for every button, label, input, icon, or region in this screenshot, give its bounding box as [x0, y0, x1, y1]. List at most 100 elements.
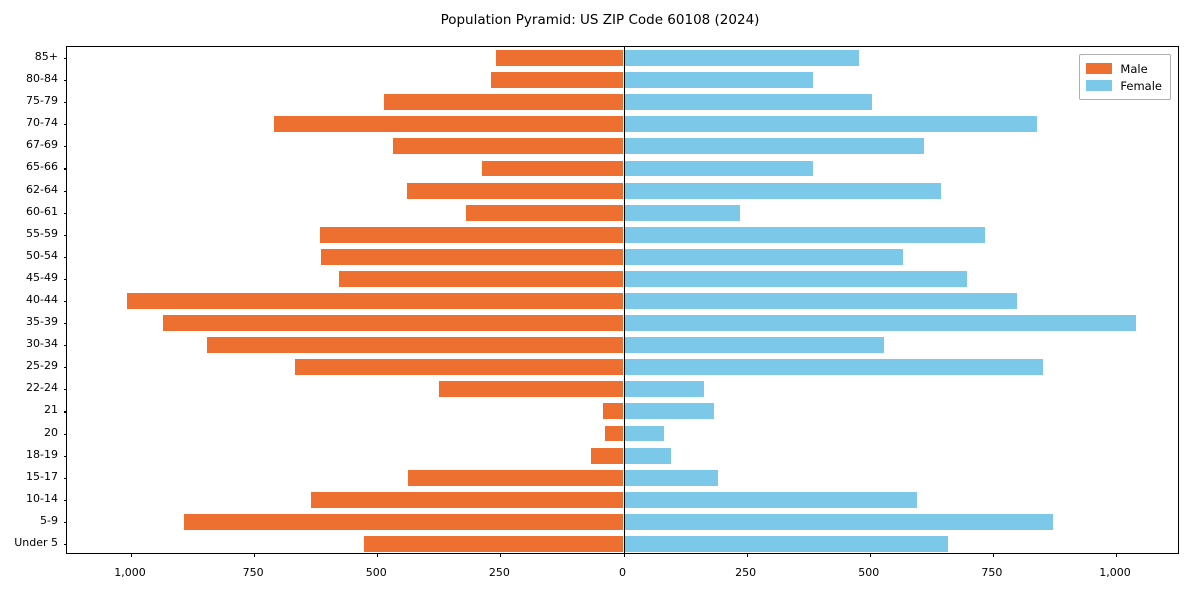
legend-label: Female [1120, 78, 1162, 93]
legend-swatch-female [1086, 80, 1113, 91]
plot-area: Male Female [63, 46, 1179, 557]
bar-female [623, 491, 917, 508]
y-tick-mark [63, 389, 67, 391]
bar-row [67, 381, 1178, 398]
bar-male [207, 337, 624, 354]
bar-male [490, 72, 624, 89]
bar-male [481, 160, 624, 177]
y-tick-mark [63, 58, 67, 60]
bar-female [623, 469, 719, 486]
y-tick-mark [63, 455, 67, 457]
y-tick-mark [63, 146, 67, 148]
bar-row [67, 293, 1178, 309]
y-tick-label: 30-34 [26, 337, 58, 351]
x-tick-mark [623, 553, 625, 557]
x-tick-mark [869, 553, 871, 557]
bar-male [602, 403, 624, 420]
y-tick-label: 10-14 [26, 491, 58, 505]
y-tick-label: 40-44 [26, 293, 58, 306]
y-tick-label: 20 [44, 425, 58, 439]
bar-male [384, 94, 624, 111]
x-tick-mark [131, 553, 133, 557]
bar-male [591, 447, 624, 464]
y-tick-mark [63, 168, 67, 170]
bar-female [623, 160, 814, 177]
bar-female [623, 359, 1044, 376]
bar-male [310, 491, 624, 508]
y-tick-label: 65-66 [26, 160, 58, 174]
y-tick-mark [63, 212, 67, 214]
y-tick-label: 67-69 [26, 138, 58, 152]
bar-male [183, 513, 624, 530]
y-tick-mark [63, 367, 67, 369]
y-tick-mark [63, 323, 67, 325]
bar-female [623, 381, 704, 398]
bar-row [67, 160, 1178, 177]
x-tick-mark [254, 553, 256, 557]
bar-male [294, 359, 624, 376]
bar-female [623, 425, 665, 442]
y-tick-mark [63, 433, 67, 435]
y-tick-mark [63, 521, 67, 523]
y-tick-mark [63, 124, 67, 126]
bar-male [496, 50, 624, 66]
bar-row [67, 469, 1178, 486]
y-tick-label: 75-79 [26, 94, 58, 108]
x-tick-label: 500 [365, 566, 387, 579]
bars-layer [67, 47, 1178, 553]
y-tick-mark [63, 102, 67, 104]
y-tick-mark [63, 234, 67, 236]
y-tick-mark [63, 256, 67, 258]
x-tick-label: 500 [858, 566, 880, 579]
bar-male [406, 182, 624, 199]
bar-female [623, 447, 671, 464]
bar-male [320, 248, 624, 265]
y-tick-mark [63, 278, 67, 280]
x-tick-mark [377, 553, 379, 557]
bar-female [623, 315, 1137, 332]
x-tick-label: 1,000 [1099, 566, 1131, 579]
legend-entry: Female [1086, 77, 1162, 94]
bar-row [67, 94, 1178, 111]
bar-row [67, 116, 1178, 133]
bar-female [623, 72, 814, 89]
y-tick-label: 70-74 [26, 116, 58, 130]
bar-male [465, 204, 624, 221]
bar-row [67, 72, 1178, 89]
y-tick-mark [63, 477, 67, 479]
bar-female [623, 536, 949, 552]
bar-female [623, 182, 942, 199]
bar-female [623, 94, 873, 111]
legend-entry: Male [1086, 60, 1162, 77]
zero-axis-line [623, 47, 625, 553]
y-tick-label: 22-24 [26, 381, 58, 395]
chart-legend: Male Female [1079, 54, 1171, 100]
bar-row [67, 359, 1178, 376]
y-tick-mark [63, 499, 67, 501]
x-tick-label: 750 [242, 566, 264, 579]
bar-row [67, 270, 1178, 287]
bar-male [392, 138, 624, 155]
y-tick-label: 15-17 [26, 469, 58, 483]
bar-male [439, 381, 624, 398]
x-tick-label: 750 [981, 566, 1003, 579]
x-tick-mark [1115, 553, 1118, 557]
bar-female [623, 204, 740, 221]
bar-row [67, 182, 1178, 199]
bar-row [67, 138, 1178, 155]
x-tick-label: 250 [488, 566, 510, 579]
bar-male [338, 270, 624, 287]
bar-female [623, 293, 1017, 309]
y-tick-label: 25-29 [26, 359, 58, 373]
bar-female [623, 337, 884, 354]
bar-row [67, 315, 1178, 332]
bar-male [604, 425, 624, 442]
y-tick-mark [63, 345, 67, 347]
bar-male [163, 315, 624, 332]
bar-male [408, 469, 624, 486]
bar-row [67, 226, 1178, 243]
y-tick-label: 80-84 [26, 72, 58, 86]
bar-female [623, 270, 968, 287]
legend-label: Male [1120, 61, 1148, 76]
